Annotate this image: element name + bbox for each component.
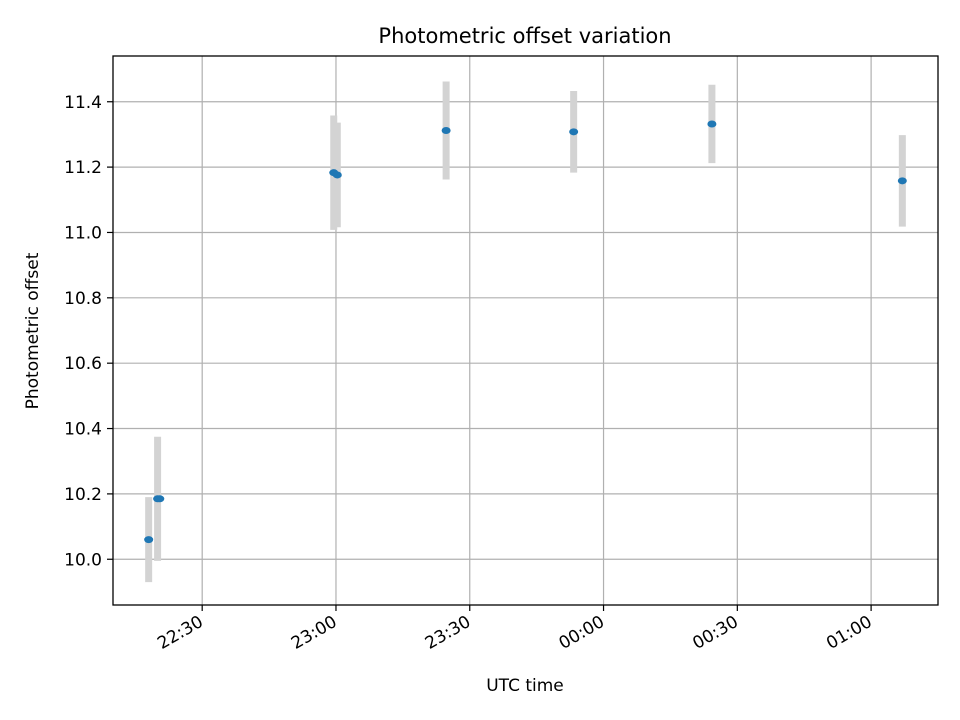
data-point [707, 120, 717, 128]
y-tick-label: 10.4 [64, 420, 102, 440]
chart-title: Photometric offset variation [378, 24, 671, 48]
data-points [144, 120, 907, 544]
data-point [144, 536, 154, 544]
data-point [569, 128, 579, 136]
data-point [155, 495, 165, 503]
y-tick-label: 10.0 [64, 550, 102, 570]
data-point [897, 177, 907, 185]
y-axis-label: Photometric offset [23, 252, 43, 409]
y-tick-label: 10.6 [64, 354, 102, 374]
y-axis: 10.0 10.2 10.4 10.6 10.8 11.0 11.2 11.4 [64, 93, 113, 570]
y-tick-label: 11.4 [64, 93, 102, 113]
plot-frame [112, 55, 939, 606]
data-point [332, 171, 342, 179]
data-point [441, 127, 451, 135]
y-tick-label: 11.2 [64, 158, 102, 178]
y-tick-label: 11.0 [64, 223, 102, 243]
grid [113, 56, 938, 605]
y-tick-label: 10.8 [64, 289, 102, 309]
y-tick-label: 10.2 [64, 485, 102, 505]
x-axis-label: UTC time [486, 676, 564, 696]
